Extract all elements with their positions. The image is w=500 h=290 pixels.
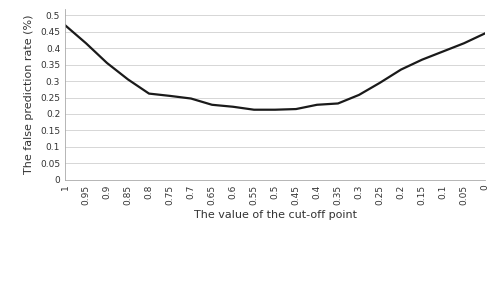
False-prediction Rate* [125, 78, 131, 81]
False-prediction Rate* [356, 93, 362, 97]
False-prediction Rate* [398, 68, 404, 71]
False-prediction Rate* [293, 107, 299, 111]
False-prediction Rate* [440, 50, 446, 53]
X-axis label: The value of the cut-off point: The value of the cut-off point [194, 210, 356, 220]
False-prediction Rate* [251, 108, 257, 111]
False-prediction Rate* [62, 23, 68, 27]
False-prediction Rate* [377, 81, 383, 84]
False-prediction Rate* [146, 92, 152, 95]
Line: False-prediction Rate*: False-prediction Rate* [65, 25, 485, 110]
False-prediction Rate* [482, 32, 488, 35]
False-prediction Rate* [167, 94, 173, 98]
False-prediction Rate* [272, 108, 278, 111]
False-prediction Rate* [314, 103, 320, 106]
False-prediction Rate* [104, 61, 110, 65]
False-prediction Rate* [230, 105, 236, 108]
False-prediction Rate* [83, 41, 89, 45]
False-prediction Rate* [209, 103, 215, 106]
False-prediction Rate* [419, 58, 425, 61]
False-prediction Rate* [461, 41, 467, 45]
Y-axis label: The false prediction rate (%): The false prediction rate (%) [24, 14, 34, 174]
False-prediction Rate* [335, 102, 341, 105]
False-prediction Rate* [188, 97, 194, 100]
